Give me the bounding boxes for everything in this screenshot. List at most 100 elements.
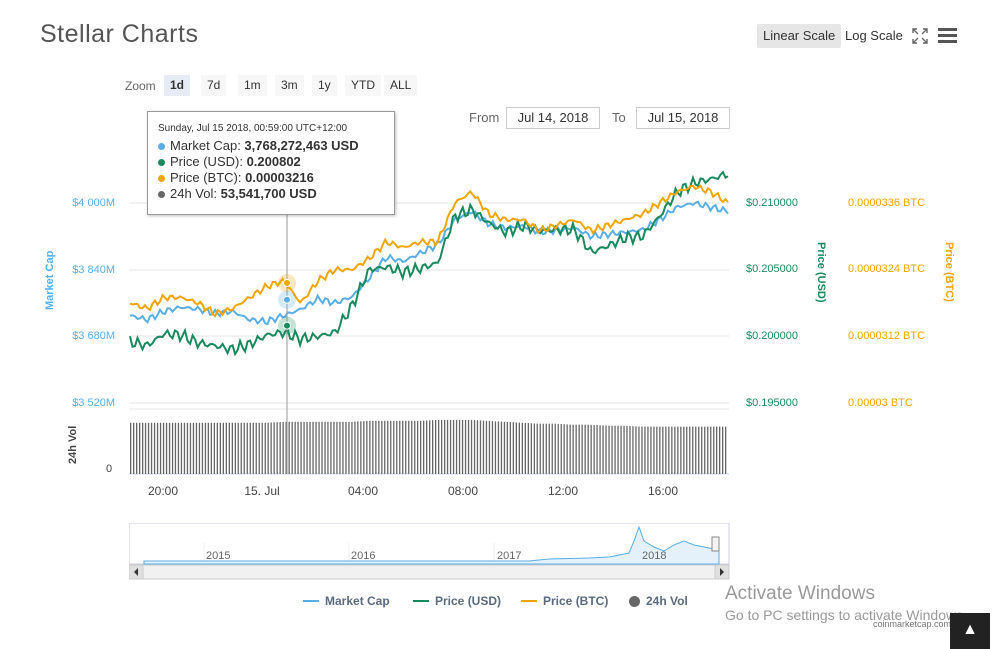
volume-bar <box>180 422 183 474</box>
zoom-7d-button[interactable]: 7d <box>201 75 227 96</box>
zoom-1m-button[interactable]: 1m <box>238 75 267 96</box>
legend-24h-vol[interactable]: 24h Vol <box>629 594 688 608</box>
volume-bar <box>461 419 464 474</box>
volume-bar <box>650 426 652 474</box>
volume-bar <box>294 421 296 474</box>
legend-market-cap[interactable]: Market Cap <box>303 594 390 608</box>
volume-tick: 0 <box>106 463 113 475</box>
volume-bar <box>273 422 275 474</box>
volume-bar <box>542 423 544 474</box>
volume-bar <box>438 419 440 474</box>
tooltip-header: Sunday, Jul 15 2018, 00:59:00 UTC+12:00 <box>158 123 348 134</box>
volume-bar <box>147 422 150 474</box>
chart-credit[interactable]: coinmarketcap.com <box>873 619 952 629</box>
tooltip-row-volume: 24h Vol: 53,541,700 USD <box>148 186 394 202</box>
volume-bar <box>656 426 658 474</box>
btc-tick: 0.00003 BTC <box>848 397 913 409</box>
legend-swatch <box>413 600 429 602</box>
volume-bar <box>527 423 529 474</box>
volume-bar <box>255 422 257 474</box>
legend-label: Market Cap <box>325 594 390 608</box>
volume-bar <box>569 424 571 474</box>
volume-bar <box>201 422 204 474</box>
volume-bar <box>174 422 177 474</box>
from-date-input[interactable]: Jul 14, 2018 <box>506 107 600 129</box>
log-scale-button[interactable]: Log Scale <box>845 28 903 43</box>
volume-bar <box>464 419 467 474</box>
market-cap-line <box>129 200 729 326</box>
zoom-ytd-button[interactable]: YTD <box>345 75 381 96</box>
volume-bar <box>384 420 386 474</box>
volume-bar <box>282 421 284 474</box>
volume-bar <box>198 422 201 474</box>
volume-bar <box>288 421 290 474</box>
volume-bar <box>369 420 371 474</box>
volume-bar <box>668 426 670 474</box>
volume-bar <box>446 419 449 474</box>
linear-scale-button[interactable]: Linear Scale <box>757 24 842 48</box>
volume-bar <box>662 426 664 474</box>
volume-bar <box>566 424 568 474</box>
volume-bar <box>139 422 141 474</box>
zoom-1y-button[interactable]: 1y <box>312 75 337 96</box>
scroll-top-button[interactable]: ▲ <box>950 613 990 649</box>
volume-bar <box>363 421 365 474</box>
zoom-3m-button[interactable]: 3m <box>275 75 304 96</box>
zoom-1d-button[interactable]: 1d <box>164 75 191 96</box>
legend-swatch <box>521 600 537 602</box>
volume-bar <box>689 426 691 474</box>
volume-bar <box>500 421 503 474</box>
volume-bar <box>414 420 416 474</box>
expand-icon[interactable] <box>912 28 928 44</box>
menu-icon[interactable] <box>938 27 957 43</box>
volume-bar <box>429 420 431 474</box>
price-usd-marker <box>283 321 291 330</box>
volume-bar <box>285 421 287 474</box>
legend-price-usd[interactable]: Price (USD) <box>413 594 501 608</box>
to-date-input[interactable]: Jul 15, 2018 <box>636 107 730 129</box>
legend-label: Price (BTC) <box>543 594 609 608</box>
volume-bar <box>378 420 380 474</box>
volume-bar <box>177 422 180 474</box>
usd-tick: $0.200000 <box>746 330 798 342</box>
legend-label: Price (USD) <box>435 594 502 608</box>
volume-bar <box>482 420 485 474</box>
volume-bar <box>387 420 389 474</box>
volume-bar <box>509 422 511 474</box>
volume-bar <box>444 419 446 474</box>
volume-bar <box>222 422 224 474</box>
volume-bar <box>533 423 535 474</box>
legend-price-btc[interactable]: Price (BTC) <box>521 594 608 608</box>
legend-label: 24h Vol <box>646 594 688 608</box>
volume-bar <box>647 426 649 474</box>
volume-bar <box>133 422 135 474</box>
volume-bar <box>605 425 607 474</box>
volume-bar <box>680 426 682 474</box>
legend-swatch <box>629 595 640 607</box>
volume-bar <box>587 424 589 474</box>
volume-bar <box>243 422 245 474</box>
volume-bar <box>396 420 398 474</box>
volume-bar <box>683 426 685 474</box>
volume-bar <box>632 426 634 474</box>
volume-bar <box>261 422 263 474</box>
navigator-year: 2018 <box>642 550 667 562</box>
page-title: Stellar Charts <box>40 20 199 48</box>
navigator[interactable] <box>129 523 731 580</box>
volume-bar <box>360 421 362 474</box>
volume-bar <box>596 425 598 474</box>
volume-bar <box>150 422 153 474</box>
volume-bar <box>479 420 482 474</box>
volume-bar <box>381 420 383 474</box>
volume-bar <box>327 421 329 474</box>
volume-bar <box>554 423 556 474</box>
volume-bar <box>318 421 320 474</box>
volume-bar <box>423 420 425 474</box>
zoom-all-button[interactable]: ALL <box>384 75 418 96</box>
volume-bar <box>309 421 311 474</box>
volume-bar <box>620 425 622 474</box>
volume-bar <box>375 420 377 474</box>
x-tick: 20:00 <box>147 484 179 498</box>
volume-bar <box>713 426 715 474</box>
